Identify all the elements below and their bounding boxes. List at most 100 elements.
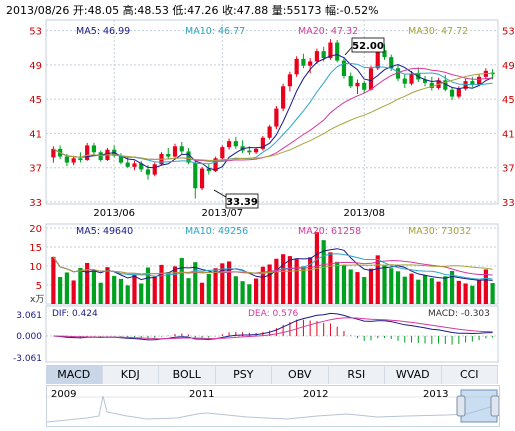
- high-marker: 52.00: [344, 37, 385, 56]
- navigator-right-handle[interactable]: [490, 395, 500, 417]
- volume-tick: 10: [29, 262, 42, 273]
- tab-obv[interactable]: OBV: [272, 366, 329, 384]
- price-ma-legend-item: MA10: 46.77: [185, 26, 245, 37]
- candle: [341, 57, 347, 79]
- low-marker: 33.39: [213, 189, 259, 209]
- navigator-year-2009: 2009: [51, 389, 76, 400]
- volume-bar: [416, 279, 421, 304]
- tab-wvad[interactable]: WVAD: [385, 366, 442, 384]
- tab-macd[interactable]: MACD: [46, 366, 103, 384]
- volume-bar: [132, 274, 137, 304]
- price-grid: [46, 20, 498, 304]
- candle: [260, 136, 265, 151]
- price-tick-left: 49: [29, 61, 42, 72]
- candle: [193, 159, 198, 199]
- time-navigator[interactable]: 2009 2011 2012 2013: [46, 385, 500, 427]
- macd-panel: [45, 305, 499, 363]
- navigator-left-handle[interactable]: [456, 395, 466, 417]
- volume-bar: [260, 266, 265, 304]
- macd-label: MACD: -0.303: [428, 309, 490, 319]
- volume-bar: [402, 276, 407, 304]
- candle: [422, 76, 428, 87]
- volume-ma-legend: MA5: 49640 MA10: 49256 MA20: 61258 MA30: 73…: [76, 226, 471, 237]
- tab-rsi[interactable]: RSI: [328, 366, 385, 384]
- volume-bar: [267, 264, 272, 304]
- volume-bar: [463, 283, 468, 304]
- tab-psy[interactable]: PSY: [215, 366, 272, 384]
- candle: [139, 160, 144, 172]
- volume-bar: [368, 268, 374, 304]
- candle: [199, 166, 205, 190]
- volume-tick: 5: [36, 281, 42, 292]
- volume-bars-layer: [51, 232, 495, 304]
- low-marker-label: 33.39: [226, 197, 258, 208]
- volume-bar: [436, 281, 441, 304]
- volume-bar: [341, 265, 347, 304]
- price-ma-legend: MA5: 46.99 MA10: 46.77 MA20: 47.32 MA30: 47…: [76, 26, 468, 37]
- volume-bar: [287, 256, 292, 304]
- candle: [409, 70, 414, 86]
- navigator-year-2012: 2012: [303, 389, 328, 400]
- tab-cci[interactable]: CCI: [441, 366, 498, 384]
- candle: [85, 142, 90, 161]
- volume-bar: [186, 278, 191, 304]
- candles-layer: [51, 39, 495, 199]
- volume-grid: [46, 227, 498, 286]
- stock-chart[interactable]: 53 49 45 41 37 33 53 49 45 41 37 33 2013/06 2013/07…: [0, 0, 515, 365]
- candle: [308, 58, 313, 74]
- dea-line: [53, 317, 493, 340]
- volume-bar: [98, 282, 103, 304]
- price-tick-right: 49: [502, 61, 515, 72]
- volume-bar: [152, 276, 157, 304]
- volume-bar: [348, 269, 353, 304]
- tab-kdj[interactable]: KDJ: [102, 366, 159, 384]
- macd-tick-bottom: -3.061: [13, 354, 42, 364]
- volume-ma-legend-item: MA20: 61258: [298, 226, 361, 237]
- price-tick-right: 53: [502, 27, 515, 38]
- candle: [172, 143, 178, 158]
- candle: [206, 164, 211, 175]
- volume-ma-line-30: [52, 256, 493, 275]
- navigator-year-2011: 2011: [189, 389, 214, 400]
- volume-axis-left: 20 15 10 5: [29, 224, 42, 292]
- dif-label: DIF: 0.424: [52, 309, 98, 319]
- volume-bar: [166, 272, 171, 304]
- quote-date: 2013/08/26: [6, 4, 70, 17]
- price-panel: [45, 19, 499, 205]
- volume-bar: [355, 272, 360, 304]
- macd-lines: [53, 312, 493, 341]
- candle: [226, 138, 232, 150]
- tab-boll[interactable]: BOLL: [159, 366, 216, 384]
- volume-bar: [483, 269, 488, 304]
- volume-bar: [409, 273, 414, 304]
- volume-bar: [294, 259, 299, 304]
- volume-bar: [220, 263, 225, 304]
- candle: [287, 71, 292, 92]
- candle: [267, 124, 272, 140]
- quote-header: 2013/08/26 开:48.05 高:48.53 低:47.26 收:47.…: [6, 2, 379, 18]
- volume-bar: [308, 257, 313, 304]
- open-label: 开:: [72, 4, 88, 17]
- candle: [91, 142, 97, 155]
- price-tick-left: 33: [29, 198, 42, 209]
- volume-bar: [328, 252, 333, 304]
- volume-bar: [125, 285, 130, 304]
- volume-bar: [382, 265, 387, 304]
- volume-bar: [199, 282, 205, 304]
- volume-bar: [247, 284, 252, 304]
- candle: [294, 56, 299, 77]
- high-label: 高:: [122, 4, 138, 17]
- open-value: 48.05: [87, 4, 120, 17]
- date-tick: 2013/06: [93, 208, 135, 219]
- ma-line-10: [53, 63, 493, 165]
- volume-bar: [179, 258, 184, 304]
- navigator-chart: 2009 2011 2012 2013: [46, 389, 500, 423]
- price-tick-right: 45: [502, 95, 515, 106]
- volume-bar: [362, 277, 367, 304]
- volume-unit: x万: [30, 295, 44, 305]
- volume-bar: [226, 261, 232, 304]
- volume-ma-legend-item: MA10: 49256: [185, 226, 248, 237]
- volume-ma-line-5: [52, 248, 493, 281]
- macd-tick-top: 3.061: [16, 311, 42, 321]
- candle: [152, 162, 157, 177]
